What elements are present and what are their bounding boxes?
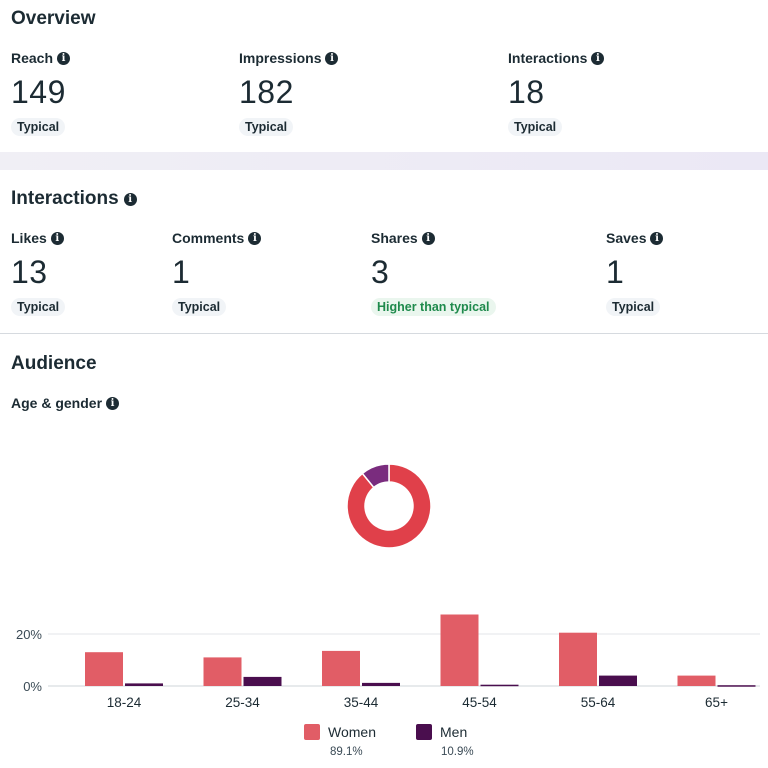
comments-badge: Typical <box>172 298 227 316</box>
info-icon[interactable]: i <box>325 51 339 65</box>
interactions-title-text: Interactions <box>11 188 119 209</box>
likes-value: 13 <box>11 254 48 290</box>
legend-women[interactable]: Women <box>304 724 376 740</box>
ytick-label: 0% <box>23 679 42 694</box>
xtick-label: 35-44 <box>344 695 379 710</box>
impressions-badge: Typical <box>239 118 294 136</box>
interactions-overview-label-text: Interactions <box>508 50 588 66</box>
bar-women <box>559 632 597 686</box>
bar-men <box>717 685 756 687</box>
overview-title: Overview <box>11 8 96 29</box>
saves-label[interactable]: Saves i <box>606 230 664 246</box>
legend-men-label: Men <box>440 724 468 740</box>
info-icon[interactable]: i <box>106 396 120 410</box>
reach-label-text: Reach <box>11 50 54 66</box>
section-separator-band <box>0 152 768 170</box>
xtick-label: 45-54 <box>462 695 497 710</box>
interactions-overview-badge: Typical <box>508 118 563 136</box>
saves-value: 1 <box>606 254 625 290</box>
donut-slice-women <box>346 463 432 549</box>
reach-value: 149 <box>11 74 66 110</box>
bar-women <box>677 675 716 686</box>
age-gender-label[interactable]: Age & gender i <box>11 395 120 411</box>
info-icon[interactable]: i <box>50 231 64 245</box>
interactions-title: Interactions i <box>11 188 137 210</box>
shares-badge: Higher than typical <box>371 298 496 316</box>
info-icon[interactable]: i <box>248 231 262 245</box>
legend-women-pct: 89.1% <box>330 746 363 758</box>
audience-title: Audience <box>11 353 97 374</box>
bar-women <box>85 652 123 686</box>
bar-women <box>322 650 360 686</box>
comments-value: 1 <box>172 254 191 290</box>
likes-badge: Typical <box>11 298 66 316</box>
interactions-overview-label[interactable]: Interactions i <box>508 50 605 66</box>
saves-label-text: Saves <box>606 230 647 246</box>
shares-value: 3 <box>371 254 390 290</box>
bar-men <box>599 675 637 686</box>
ytick-label: 20% <box>16 627 42 642</box>
info-icon[interactable]: i <box>421 231 435 245</box>
reach-label[interactable]: Reach i <box>11 50 71 66</box>
bar-women <box>203 657 242 686</box>
bar-men <box>362 682 400 686</box>
legend-men-pct: 10.9% <box>441 746 474 758</box>
impressions-value: 182 <box>239 74 294 110</box>
info-icon[interactable]: i <box>650 231 664 245</box>
donut-slice-men <box>361 463 390 489</box>
xtick-label: 18-24 <box>107 695 142 710</box>
reach-badge: Typical <box>11 118 66 136</box>
bar-men <box>125 683 163 686</box>
legend-men[interactable]: Men <box>416 724 467 740</box>
shares-label-text: Shares <box>371 230 418 246</box>
info-icon[interactable]: i <box>57 51 71 65</box>
info-icon[interactable]: i <box>123 192 137 206</box>
bar-men <box>243 676 282 686</box>
impressions-label[interactable]: Impressions i <box>239 50 339 66</box>
comments-label-text: Comments <box>172 230 245 246</box>
saves-badge: Typical <box>606 298 661 316</box>
legend-women-swatch <box>304 724 320 740</box>
likes-label[interactable]: Likes i <box>11 230 64 246</box>
section-divider <box>0 333 768 334</box>
age-gender-chart: 0% 20% 18-24 25-34 35-44 45-54 55-64 65+ <box>16 463 760 710</box>
xtick-label: 65+ <box>705 695 728 710</box>
age-gender-label-text: Age & gender <box>11 395 103 411</box>
xtick-label: 25-34 <box>225 695 260 710</box>
info-icon[interactable]: i <box>591 51 605 65</box>
legend-women-label: Women <box>328 724 376 740</box>
interactions-overview-value: 18 <box>508 74 545 110</box>
bar-men <box>480 684 519 687</box>
impressions-label-text: Impressions <box>239 50 322 66</box>
shares-label[interactable]: Shares i <box>371 230 435 246</box>
legend-men-swatch <box>416 724 432 740</box>
bar-women <box>440 614 479 686</box>
likes-label-text: Likes <box>11 230 47 246</box>
comments-label[interactable]: Comments i <box>172 230 262 246</box>
xtick-label: 55-64 <box>581 695 616 710</box>
